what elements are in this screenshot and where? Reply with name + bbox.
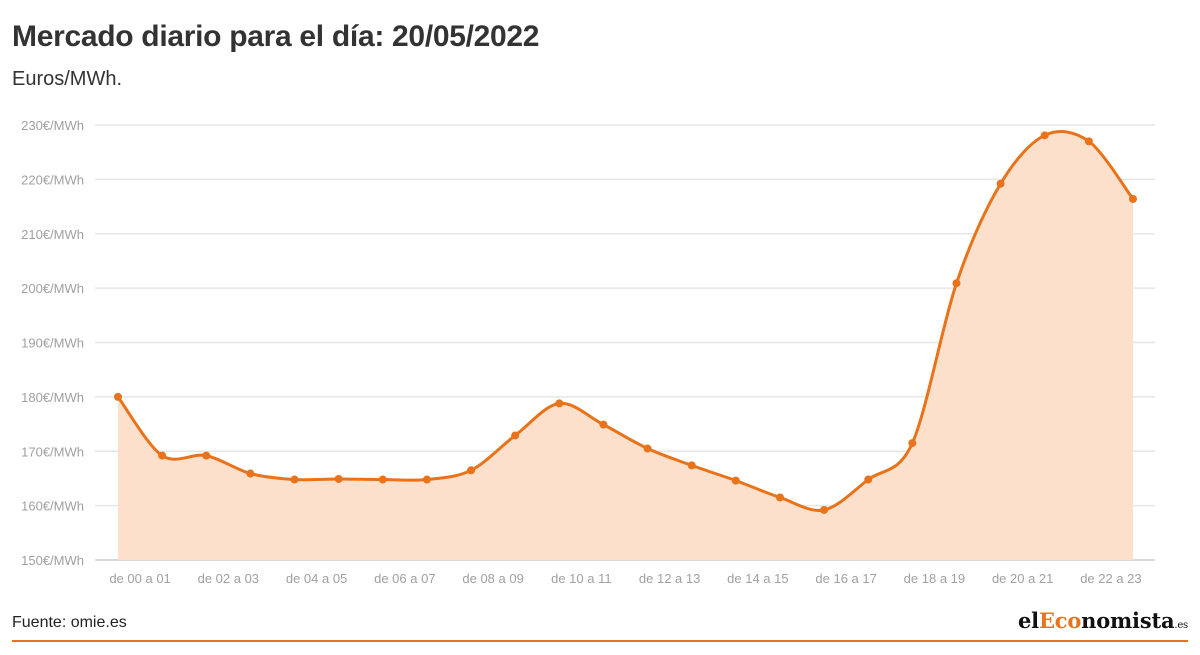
x-tick-label: de 04 a 05: [286, 571, 347, 586]
y-tick-label: 210€/MWh: [21, 227, 84, 242]
y-tick-label: 220€/MWh: [21, 172, 84, 187]
x-tick-label: de 20 a 21: [992, 571, 1053, 586]
y-tick-label: 150€/MWh: [21, 553, 84, 568]
brand-logo: elEconomista.es: [1018, 608, 1188, 633]
data-point: [378, 475, 387, 484]
data-point: [511, 431, 520, 440]
data-point: [290, 475, 299, 484]
y-tick-label: 200€/MWh: [21, 281, 84, 296]
x-tick-label: de 12 a 13: [639, 571, 700, 586]
bottom-rule: [12, 640, 1188, 642]
data-point: [820, 505, 829, 514]
x-tick-label: de 06 a 07: [374, 571, 435, 586]
logo-tld: .es: [1174, 620, 1188, 631]
logo-prefix: el: [1018, 608, 1039, 633]
x-tick-label: de 22 a 23: [1080, 571, 1141, 586]
data-point: [687, 461, 696, 470]
y-tick-label: 170€/MWh: [21, 444, 84, 459]
x-axis-ticks: de 00 a 01 de 02 a 03 de 04 a 05 de 06 a 07…: [109, 571, 1141, 586]
x-tick-label: de 18 a 19: [904, 571, 965, 586]
data-point: [555, 399, 564, 408]
y-tick-label: 160€/MWh: [21, 499, 84, 514]
y-axis-ticks: 150€/MWh 160€/MWh 170€/MWh 180€/MWh 190€/MWh…: [21, 118, 84, 568]
x-tick-label: de 14 a 15: [727, 571, 788, 586]
data-point: [158, 451, 167, 460]
price-area: [118, 131, 1133, 560]
x-tick-label: de 16 a 17: [815, 571, 876, 586]
data-point: [202, 451, 211, 460]
data-point: [952, 279, 961, 288]
data-point: [114, 392, 122, 401]
data-point: [334, 474, 343, 483]
data-point: [864, 475, 873, 484]
x-tick-label: de 08 a 09: [462, 571, 523, 586]
y-tick-label: 190€/MWh: [21, 336, 84, 351]
chart-subtitle: Euros/MWh.: [12, 68, 123, 90]
data-points: [114, 131, 1137, 514]
x-tick-label: de 00 a 01: [109, 571, 170, 586]
data-point: [599, 420, 608, 429]
y-tick-label: 230€/MWh: [21, 118, 84, 133]
y-tick-label: 180€/MWh: [21, 390, 84, 405]
data-point: [775, 493, 784, 502]
x-tick-label: de 10 a 11: [551, 571, 611, 586]
logo-rest: nomista: [1081, 608, 1175, 633]
logo-accent: Eco: [1038, 608, 1082, 633]
data-point: [246, 469, 255, 478]
price-chart: 150€/MWh 160€/MWh 170€/MWh 180€/MWh 190€/MWh…: [21, 118, 1155, 586]
data-point: [1040, 131, 1049, 140]
source-note: Fuente: omie.es: [12, 614, 127, 631]
data-point: [643, 444, 652, 453]
data-point: [422, 475, 431, 484]
data-point: [1084, 137, 1093, 146]
data-point: [731, 476, 740, 485]
data-point: [1128, 194, 1137, 203]
data-point: [908, 439, 917, 448]
data-point: [467, 466, 476, 475]
x-tick-label: de 02 a 03: [198, 571, 259, 586]
chart-title: Mercado diario para el día: 20/05/2022: [12, 20, 540, 53]
data-point: [996, 179, 1005, 188]
